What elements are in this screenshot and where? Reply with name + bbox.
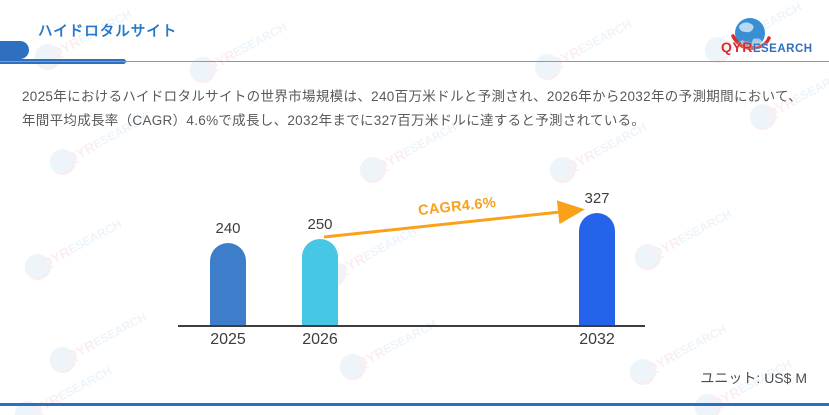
logo-text-esearch: ESEARCH bbox=[752, 43, 813, 55]
header-accent-tab bbox=[0, 41, 29, 59]
bar-value-2026: 250 bbox=[307, 216, 333, 233]
x-axis-line bbox=[178, 325, 645, 327]
header-divider bbox=[0, 61, 829, 62]
qyresearch-watermark: QYR ESEARCH bbox=[45, 304, 152, 378]
qyresearch-watermark: QYR ESEARCH bbox=[530, 11, 637, 85]
x-tick-2025: 2025 bbox=[210, 331, 246, 348]
qyresearch-watermark: QYR ESEARCH bbox=[10, 358, 117, 415]
qyresearch-logo: QYRESEARCH bbox=[715, 12, 813, 64]
unit-label: ユニット: US$ M bbox=[700, 370, 807, 386]
cagr-annotation: CAGR4.6% bbox=[417, 194, 497, 220]
bar-2026 bbox=[302, 239, 338, 325]
bar-chart: 240 2025 250 2026 327 2032 CAGR4.6% bbox=[178, 185, 648, 350]
page-title: ハイドロタルサイト bbox=[38, 24, 178, 40]
qyresearch-watermark: QYR ESEARCH bbox=[185, 14, 292, 88]
bar-2025 bbox=[210, 243, 246, 325]
bar-2032 bbox=[579, 213, 615, 325]
footer-accent-bar bbox=[0, 403, 829, 406]
x-tick-2026: 2026 bbox=[302, 331, 338, 348]
logo-text: QYRESEARCH bbox=[721, 39, 813, 57]
logo-text-qyr: QYR bbox=[721, 39, 753, 55]
globe-icon bbox=[731, 18, 771, 50]
bar-value-2032: 327 bbox=[584, 190, 610, 207]
market-summary-text: 2025年におけるハイドロタルサイトの世界市場規模は、240百万米ドルと予測され… bbox=[22, 89, 802, 128]
x-tick-2032: 2032 bbox=[579, 331, 615, 348]
bar-value-2025: 240 bbox=[215, 220, 241, 237]
qyresearch-watermark: QYR ESEARCH bbox=[20, 211, 127, 285]
